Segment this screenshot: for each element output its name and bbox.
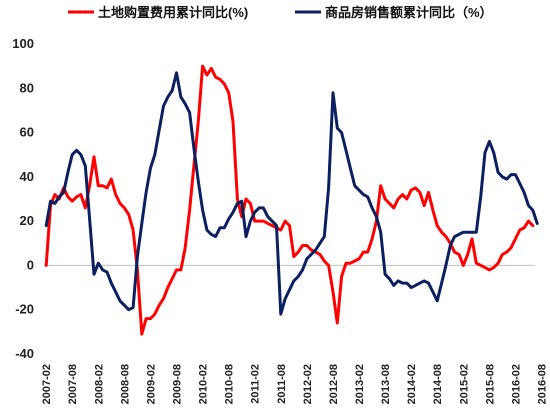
- x-tick-label: 2010-08: [224, 364, 236, 404]
- legend: 土地购置费用累计同比(%) 商品房销售额累计同比（%）: [68, 5, 493, 20]
- y-tick-label: 100: [12, 36, 34, 51]
- x-tick-label: 2014-08: [432, 364, 444, 404]
- x-tick-label: 2012-08: [328, 364, 340, 404]
- legend-label-land-cost: 土地购置费用累计同比(%): [98, 5, 248, 20]
- y-tick-label: 60: [20, 125, 34, 140]
- series-line-housing-sales: [44, 71, 539, 316]
- x-tick-label: 2011-02: [250, 364, 262, 404]
- x-tick-label: 2015-02: [458, 364, 470, 404]
- x-tick-label: 2009-08: [172, 364, 184, 404]
- y-axis: -40 -20 0 20 40 60 80 100: [12, 36, 34, 361]
- y-tick-label: 40: [20, 169, 34, 184]
- y-tick-label: -40: [15, 346, 34, 361]
- x-axis: 2007-02 2007-08 2008-02 2008-08 2009-02 2009-…: [41, 364, 549, 404]
- y-tick-label: 0: [27, 257, 34, 272]
- legend-label-housing-sales: 商品房销售额累计同比（%）: [325, 5, 493, 20]
- x-tick-label: 2009-02: [145, 364, 157, 404]
- x-tick-label: 2007-02: [41, 364, 53, 404]
- x-tick-label: 2013-08: [380, 364, 392, 404]
- x-tick-label: 2016-02: [510, 364, 522, 404]
- x-tick-label: 2010-02: [198, 364, 210, 404]
- x-tick-label: 2015-08: [484, 364, 496, 404]
- x-tick-label: 2011-08: [276, 364, 288, 404]
- x-tick-label: 2008-02: [93, 364, 105, 404]
- y-tick-label: 20: [20, 213, 34, 228]
- x-tick-label: 2013-02: [354, 364, 366, 404]
- x-tick-label: 2014-02: [406, 364, 418, 404]
- series-line-land-cost: [44, 64, 535, 336]
- y-tick-label: 80: [20, 80, 34, 95]
- y-tick-label: -20: [15, 302, 34, 317]
- x-tick-label: 2016-08: [537, 364, 549, 404]
- series-layer: [44, 64, 539, 336]
- x-tick-label: 2007-08: [67, 364, 79, 404]
- x-tick-label: 2008-08: [119, 364, 131, 404]
- x-tick-label: 2012-02: [302, 364, 314, 404]
